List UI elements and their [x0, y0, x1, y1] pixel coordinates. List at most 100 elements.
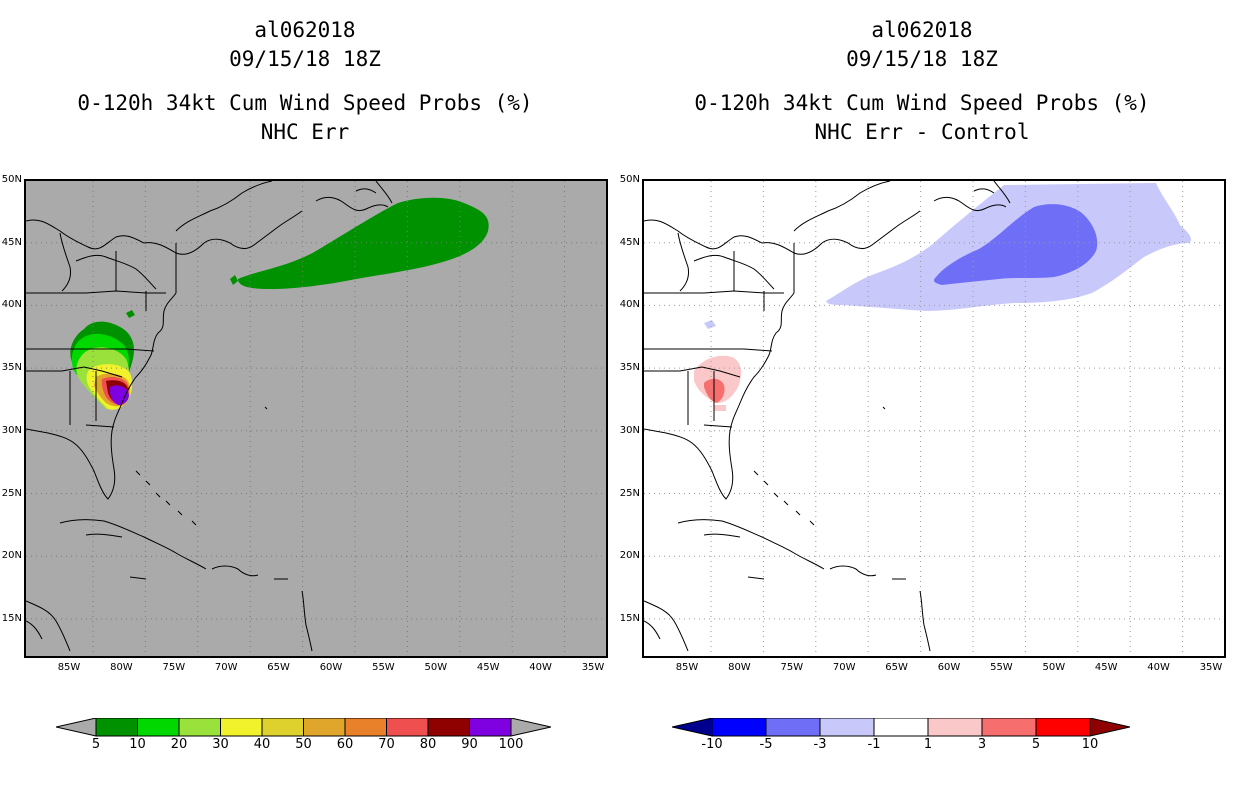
colorbar-label: -5	[759, 737, 773, 752]
lat-label: 25N	[1, 487, 22, 499]
right-datetime: 09/15/18 18Z	[846, 47, 998, 71]
colorbar-label: 50	[295, 737, 312, 752]
colorbar-label: -1	[867, 737, 881, 752]
colorbar-swatch	[220, 718, 263, 737]
lon-label: 80W	[728, 662, 751, 673]
lon-label: 45W	[1094, 662, 1118, 673]
colorbar-swatch	[261, 718, 304, 737]
right-difference-shading	[694, 183, 1191, 411]
right-map-panel	[642, 179, 1226, 658]
lon-label: 60W	[319, 662, 343, 673]
colorbar-under-triangle	[56, 718, 97, 737]
colorbar-swatch	[178, 718, 221, 737]
colorbar-label: 1	[923, 737, 933, 752]
colorbar-over-triangle	[510, 718, 551, 737]
colorbar-swatch	[819, 718, 875, 737]
lat-label: 35N	[619, 362, 640, 374]
colorbar-swatch	[1035, 718, 1091, 737]
lat-label: 50N	[1, 174, 22, 185]
left-storm-id: al062018	[254, 18, 356, 42]
lat-label: 15N	[619, 612, 640, 624]
left-probability-shading	[70, 197, 489, 410]
lon-label: 75W	[780, 662, 804, 673]
colorbar-label: 90	[461, 737, 478, 752]
lon-label: 40W	[1147, 662, 1170, 673]
colorbar-swatch	[95, 718, 138, 737]
colorbar-label: 70	[378, 737, 395, 752]
lat-label: 15N	[1, 612, 22, 624]
colorbar-swatch	[765, 718, 821, 737]
colorbar-swatch	[469, 718, 512, 737]
lon-label: 70W	[832, 662, 856, 673]
lon-label: 60W	[937, 662, 961, 673]
colorbar-swatch	[873, 718, 929, 737]
left-title-block: al062018 09/15/18 18Z 0-120h 34kt Cum Wi…	[25, 16, 585, 147]
lat-label: 35N	[1, 362, 22, 374]
right-map-svg	[644, 181, 1224, 656]
diff-plus-1-tail	[714, 405, 726, 411]
colorbar-label: -10	[701, 737, 723, 752]
diff-minus-3	[934, 204, 1098, 285]
colorbar-label: 30	[212, 737, 229, 752]
right-subtitle: NHC Err - Control	[814, 120, 1030, 144]
lat-label: 50N	[619, 174, 640, 185]
colorbar-label: -3	[813, 737, 827, 752]
atlantic-green-dot	[230, 275, 238, 285]
colorbar-label: 10	[1081, 737, 1099, 752]
colorbar-swatch	[711, 718, 767, 737]
lat-label: 20N	[619, 550, 640, 562]
colorbar-swatch	[927, 718, 983, 737]
lon-label: 80W	[110, 662, 133, 673]
right-grid	[644, 181, 1224, 656]
lon-label: 85W	[57, 662, 81, 673]
left-colorbar	[56, 718, 551, 737]
colorbar-swatch	[303, 718, 346, 737]
colorbar-label: 100	[498, 737, 524, 752]
lat-label: 45N	[1, 236, 22, 248]
lat-label: 30N	[1, 424, 22, 436]
lon-label: 70W	[214, 662, 238, 673]
colorbar-label: 60	[336, 737, 354, 752]
colorbar-label: 20	[170, 737, 188, 752]
right-colorbar	[672, 718, 1130, 737]
colorbar-over-triangle	[1089, 718, 1130, 737]
left-grid	[26, 181, 606, 656]
colorbar-label: 5	[91, 737, 101, 752]
right-title: 0-120h 34kt Cum Wind Speed Probs (%)	[694, 91, 1150, 115]
left-map-panel	[24, 179, 608, 658]
colorbar-label: 3	[977, 737, 987, 752]
lat-label: 20N	[1, 550, 22, 562]
colorbar-label: 80	[419, 737, 437, 752]
colorbar-label: 40	[253, 737, 271, 752]
lat-label: 45N	[619, 236, 640, 248]
lon-label: 35W	[581, 662, 605, 673]
left-subtitle: NHC Err	[260, 120, 350, 144]
lon-label: 65W	[267, 662, 290, 673]
atlantic-green-swath	[238, 197, 489, 289]
colorbar-swatch	[344, 718, 387, 737]
colorbar-swatch	[427, 718, 470, 737]
lon-label: 55W	[372, 662, 395, 673]
colorbar-label: 5	[1031, 737, 1041, 752]
lon-label: 40W	[529, 662, 552, 673]
colorbar-under-triangle	[672, 718, 713, 737]
left-datetime: 09/15/18 18Z	[229, 47, 381, 71]
lon-label: 50W	[424, 662, 448, 673]
lat-label: 30N	[619, 424, 640, 436]
lon-label: 50W	[1042, 662, 1066, 673]
prob-100	[110, 385, 129, 405]
right-title-block: al062018 09/15/18 18Z 0-120h 34kt Cum Wi…	[642, 16, 1202, 147]
lat-label: 25N	[619, 487, 640, 499]
lat-label: 40N	[1, 299, 22, 311]
lon-label: 35W	[1199, 662, 1223, 673]
left-title: 0-120h 34kt Cum Wind Speed Probs (%)	[77, 91, 533, 115]
colorbar-label: 10	[129, 737, 146, 752]
left-map-svg	[26, 181, 606, 656]
diff-minus-1-patch	[704, 320, 716, 329]
colorbar-swatch	[981, 718, 1037, 737]
prob-green-small	[126, 310, 135, 318]
lon-label: 75W	[162, 662, 186, 673]
right-storm-id: al062018	[871, 18, 973, 42]
lon-label: 85W	[675, 662, 699, 673]
lon-label: 55W	[990, 662, 1013, 673]
